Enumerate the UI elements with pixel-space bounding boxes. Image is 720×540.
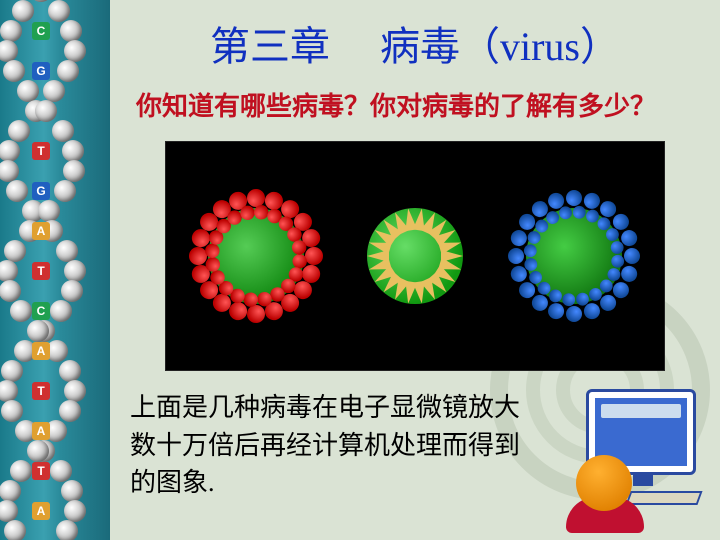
person-head (576, 455, 632, 511)
computer-clipart (530, 389, 700, 529)
slide-title: 第三章 病毒（virus） (130, 14, 700, 72)
dna-sidebar: CGTGATCATATA (0, 0, 110, 540)
virus-image-panel (165, 141, 665, 371)
dna-helix: CGTGATCATATA (0, 0, 100, 540)
virus-blue (504, 186, 644, 326)
bottom-row: 上面是几种病毒在电子显微镜放大数十万倍后再经计算机处理而得到的图象. (130, 389, 700, 529)
virus-yellow (345, 186, 485, 326)
slide-question: 你知道有哪些病毒？你对病毒的了解有多少？ (136, 86, 700, 123)
virus-red (186, 186, 326, 326)
caption-text: 上面是几种病毒在电子显微镜放大数十万倍后再经计算机处理而得到的图象. (130, 389, 530, 502)
slide-content: 第三章 病毒（virus） 你知道有哪些病毒？你对病毒的了解有多少？ 上面是几种… (110, 0, 720, 540)
keyboard-icon (625, 491, 702, 505)
